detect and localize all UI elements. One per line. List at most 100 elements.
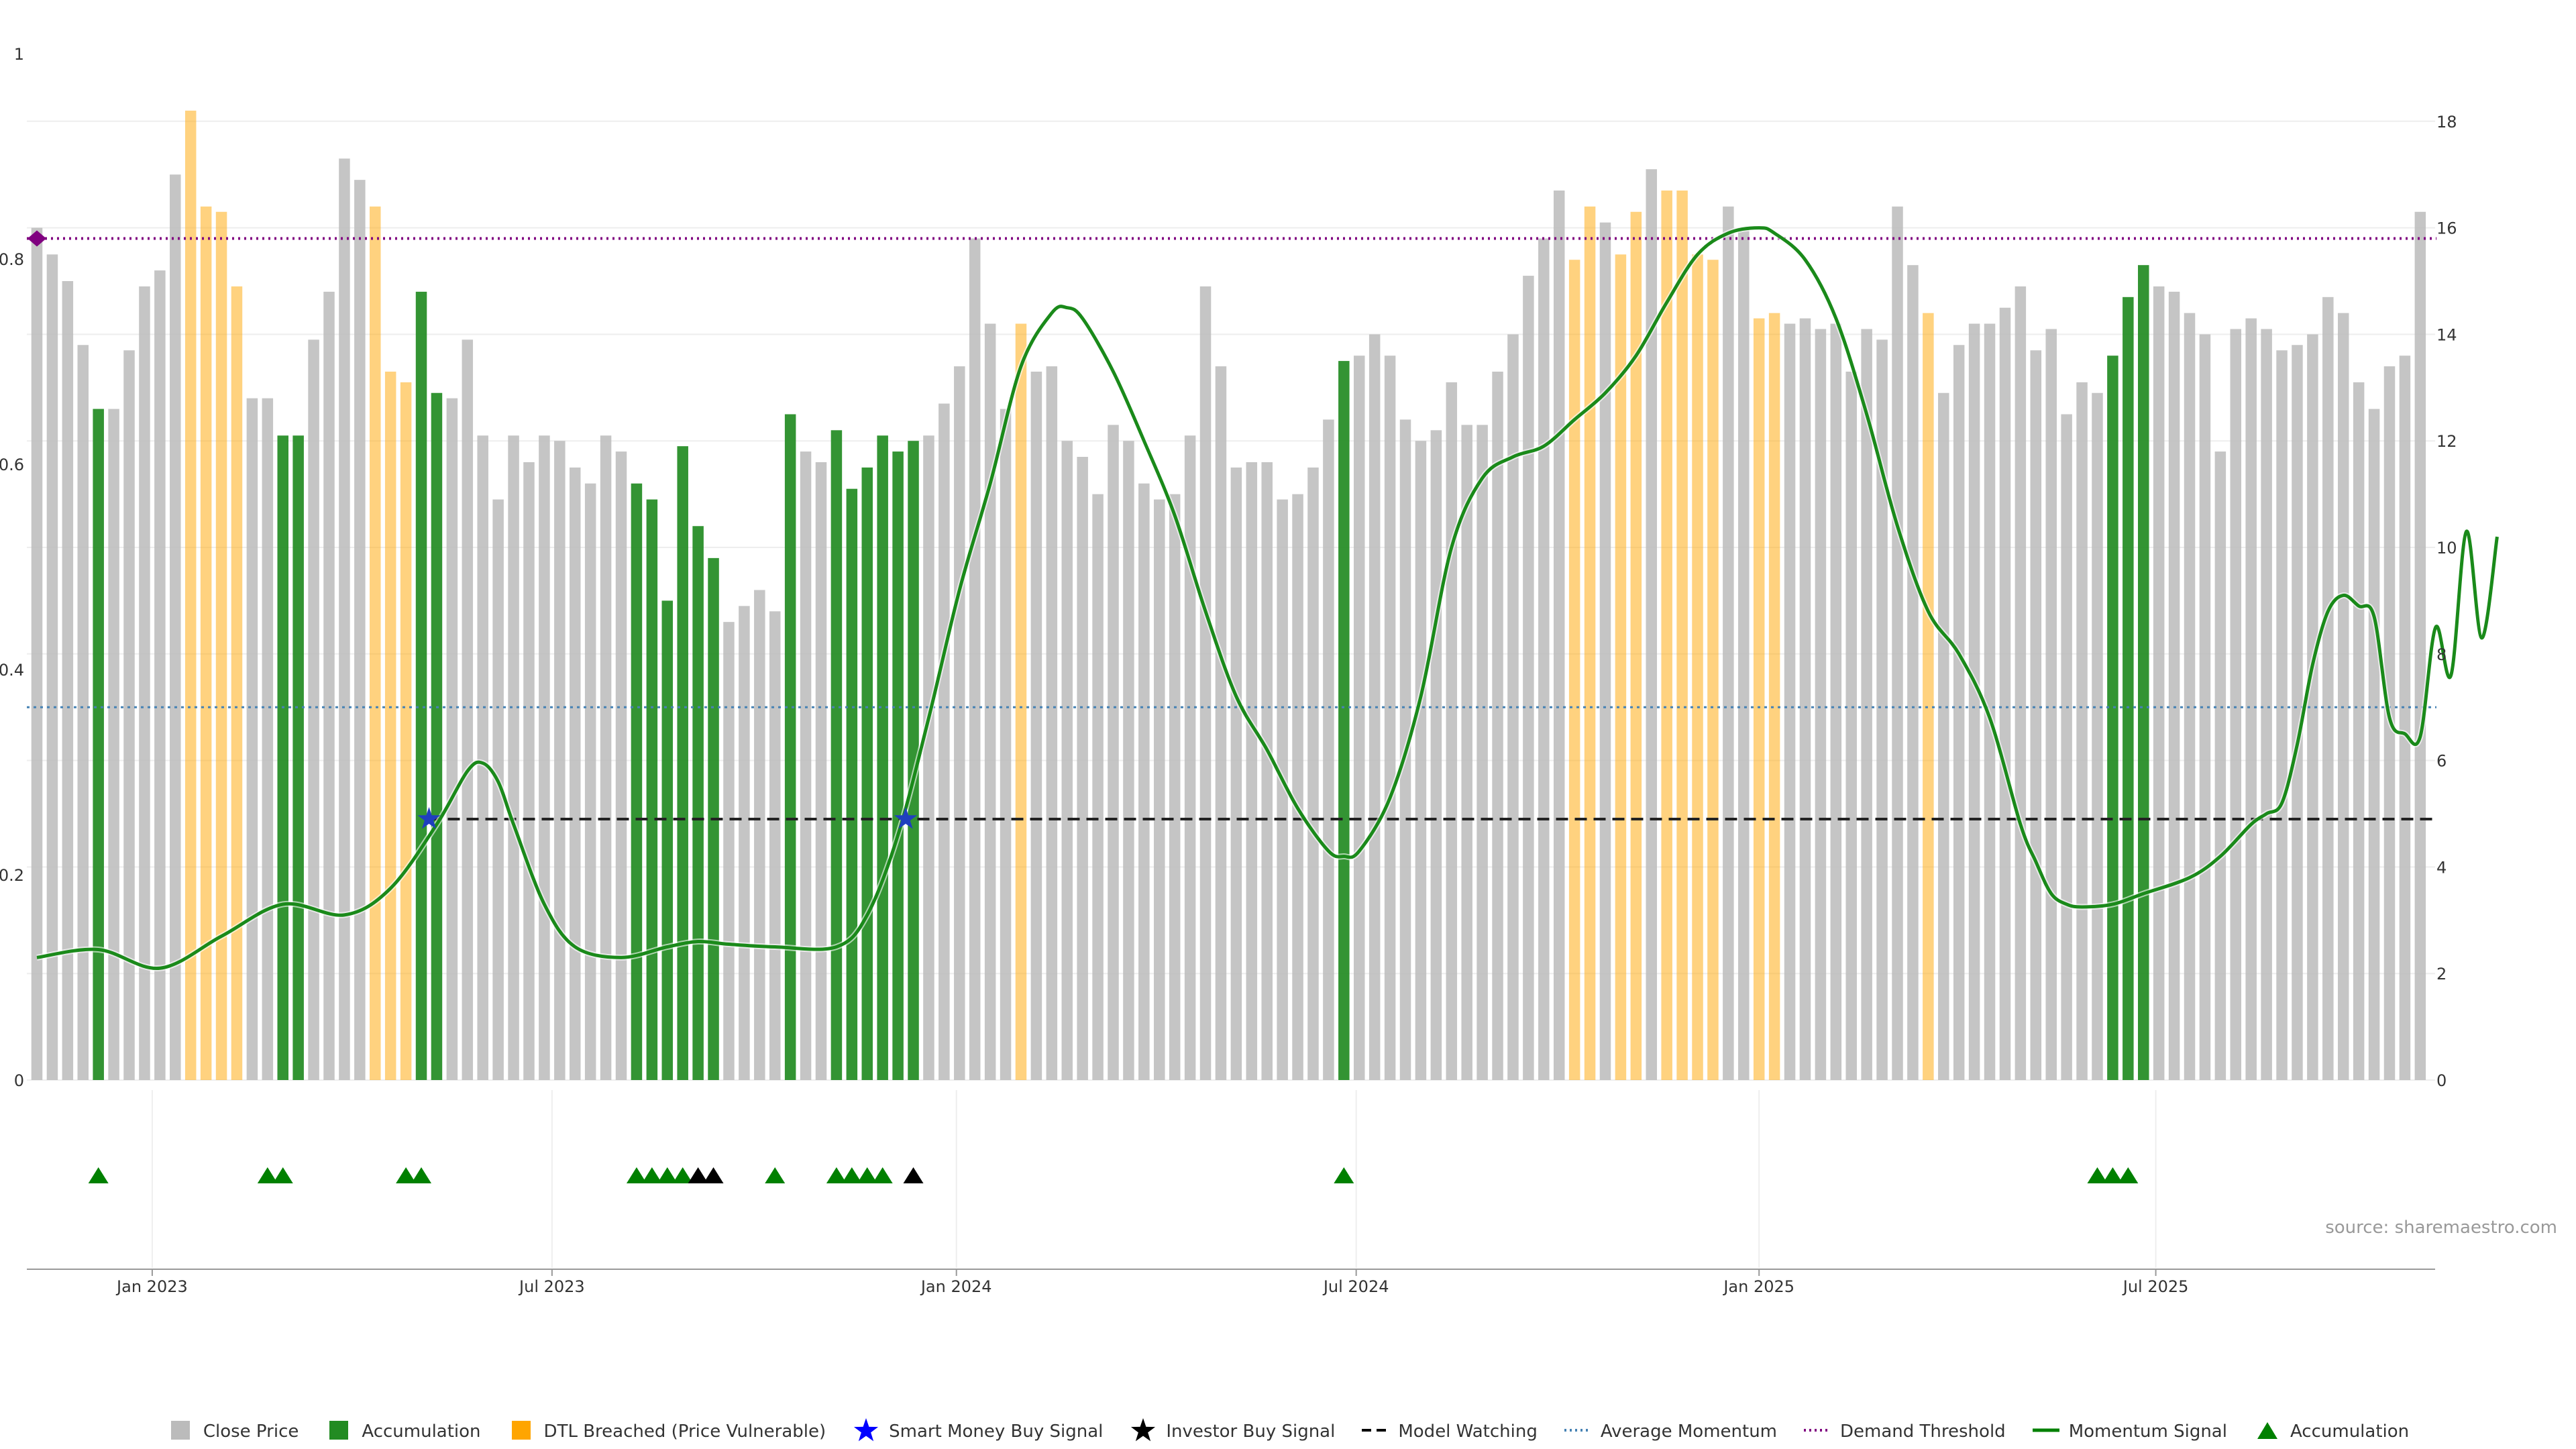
legend-label: Model Watching — [1398, 1421, 1538, 1442]
bar — [1753, 318, 1765, 1081]
bar — [1507, 334, 1519, 1080]
investor-buy-marker — [903, 1167, 924, 1183]
bar — [1092, 494, 1104, 1080]
right-axis-tick: 10 — [2436, 539, 2457, 557]
bar — [1384, 356, 1396, 1081]
bar — [170, 174, 181, 1081]
legend-symbol-dtl — [508, 1417, 535, 1446]
smart-money-buy-star — [417, 806, 441, 829]
bar — [1246, 462, 1258, 1080]
accumulation-marker — [2102, 1167, 2123, 1183]
bar — [246, 398, 258, 1080]
bar — [1123, 441, 1134, 1080]
bar — [1108, 425, 1119, 1080]
legend-item-close: Close Price — [167, 1417, 299, 1446]
bar — [2045, 329, 2057, 1081]
bar — [800, 451, 812, 1080]
bar — [384, 371, 396, 1080]
bar — [1430, 430, 1442, 1080]
bar — [2092, 392, 2103, 1080]
reference-lines — [27, 230, 2436, 820]
bar — [400, 382, 412, 1080]
accumulation-marker — [857, 1167, 877, 1183]
bar — [1461, 425, 1472, 1080]
accumulation-marker — [826, 1167, 847, 1183]
right-axis-tick: 16 — [2436, 219, 2457, 238]
bar — [139, 286, 150, 1081]
legend-symbol-accum_marker — [2254, 1417, 2281, 1446]
bar — [1138, 483, 1150, 1080]
bar — [277, 435, 288, 1080]
right-axis-tick: 4 — [2436, 858, 2447, 877]
bar — [2261, 329, 2272, 1081]
bar — [2276, 350, 2288, 1080]
left-axis-tick: 1 — [14, 45, 24, 64]
bar — [677, 446, 688, 1080]
legend-item-momentum: Momentum Signal — [2032, 1417, 2227, 1446]
legend-item-demand: Demand Threshold — [1804, 1417, 2006, 1446]
bar — [1077, 457, 1088, 1080]
bar — [1154, 499, 1165, 1080]
accumulation-marker — [88, 1167, 109, 1183]
bar — [2322, 297, 2334, 1080]
bar — [1553, 191, 1565, 1080]
legend-item-investor: Investor Buy Signal — [1130, 1417, 1335, 1446]
bar — [2414, 211, 2426, 1080]
bar — [2168, 291, 2180, 1080]
bar — [108, 409, 119, 1080]
bar — [539, 435, 550, 1080]
legend-label: Average Momentum — [1600, 1421, 1778, 1442]
bar — [2061, 414, 2072, 1080]
right-axis-tick: 8 — [2436, 645, 2447, 664]
legend-symbol-investor — [1130, 1417, 1157, 1446]
legend-label: Investor Buy Signal — [1166, 1421, 1336, 1442]
bar — [2245, 318, 2257, 1081]
bar — [477, 435, 488, 1080]
bar — [1323, 419, 1334, 1080]
bar — [2137, 265, 2149, 1081]
bar — [2399, 356, 2411, 1081]
legend-item-dtl: DTL Breached (Price Vulnerable) — [508, 1417, 826, 1446]
bar — [984, 323, 996, 1080]
bar — [861, 467, 873, 1080]
bar — [1768, 313, 1780, 1080]
bar — [1492, 371, 1503, 1080]
bar — [830, 430, 843, 1080]
bar — [1030, 371, 1042, 1080]
legend-item-accum_marker: Accumulation — [2254, 1417, 2409, 1446]
bar — [1446, 382, 1458, 1080]
bar — [200, 206, 212, 1081]
legend-item-accum: Accumulation — [325, 1417, 481, 1446]
bar — [923, 435, 934, 1080]
legend-symbol-watch — [1362, 1417, 1389, 1446]
left-axis-tick: 0.8 — [0, 250, 24, 269]
bar — [769, 611, 781, 1080]
bar — [62, 281, 74, 1080]
right-axis-tick: 18 — [2436, 113, 2457, 131]
bar — [2214, 451, 2226, 1080]
bar — [1000, 409, 1012, 1080]
left-axis-tick: 0.4 — [0, 661, 24, 680]
bar — [446, 398, 458, 1080]
bar — [1230, 467, 1242, 1080]
bar — [692, 526, 704, 1080]
bar — [1799, 318, 1811, 1081]
bar — [77, 345, 89, 1080]
bar — [1615, 254, 1627, 1080]
bar — [2184, 313, 2196, 1080]
bar — [1968, 323, 1980, 1080]
investor-buy-marker — [688, 1167, 708, 1183]
accumulation-marker — [641, 1167, 662, 1183]
bar — [31, 227, 43, 1081]
bar — [1046, 366, 1058, 1080]
bar — [1984, 323, 1996, 1080]
bar — [1923, 313, 1934, 1080]
accumulation-marker — [672, 1167, 693, 1183]
bar — [1538, 238, 1550, 1081]
price-bars — [31, 110, 2426, 1081]
bar — [1415, 441, 1427, 1080]
smart-money-buy-star — [894, 806, 918, 829]
bar — [969, 238, 981, 1081]
bar — [2076, 382, 2088, 1080]
